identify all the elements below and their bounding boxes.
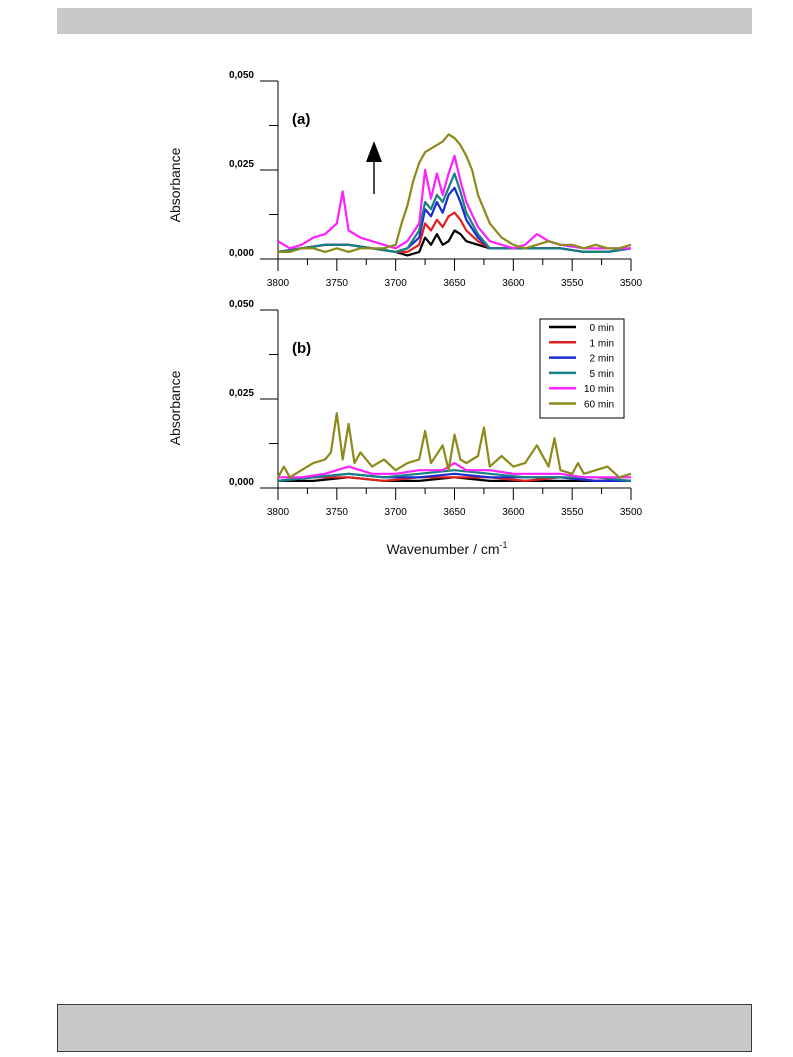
panel-b-series-10-min <box>278 462 631 479</box>
panel-a: Absorbance (a) 0,000 0,025 0,050 3800 3750 37… <box>167 70 643 289</box>
panel-a-x-tick-label: 3500 <box>620 278 643 289</box>
panel-b-y-tick-label: 0,000 <box>229 477 254 488</box>
legend-label: 2 min <box>590 354 614 365</box>
panel-b-x-tick-label: 3650 <box>443 507 466 518</box>
panel-a-x-tick-label: 3550 <box>561 278 584 289</box>
panel-a-x-tick-label: 3750 <box>326 278 349 289</box>
panel-a-x-tick-label: 3700 <box>385 278 408 289</box>
panel-a-series-2-min <box>277 186 632 253</box>
x-axis-title: Wavenumber / cm-1 <box>386 540 507 557</box>
footer-box <box>57 1004 752 1052</box>
legend-label: 0 min <box>590 323 614 334</box>
panel-b-series-60-min <box>277 412 632 479</box>
panel-b: Absorbance (b) 0,000 0,025 0,050 3800 3750 37… <box>167 299 643 557</box>
panel-b-y-tick-label: 0,025 <box>229 388 254 399</box>
panel-a-y-tick-label: 0,000 <box>229 248 254 259</box>
panel-b-x-tick-label: 3700 <box>385 507 408 518</box>
panel-a-y-tick-label: 0,050 <box>229 70 254 81</box>
panel-b-x-tick-label: 3500 <box>620 507 643 518</box>
panel-a-series-10-min <box>277 154 631 250</box>
legend: 0 min 1 min 2 min 5 min 10 min 60 min <box>539 318 625 419</box>
panel-a-x-tick-label: 3600 <box>502 278 525 289</box>
panel-b-x-tick-label: 3550 <box>561 507 584 518</box>
legend-label: 5 min <box>590 369 614 380</box>
panel-a-y-tick-label: 0,025 <box>229 159 254 170</box>
panel-a-ylabel: Absorbance <box>167 147 183 222</box>
panel-a-series-60-min <box>278 133 632 253</box>
panel-b-ylabel: Absorbance <box>167 370 183 445</box>
x-axis-title-sup: -1 <box>500 540 508 550</box>
panel-b-series-5-min <box>277 469 632 482</box>
panel-b-x-tick-label: 3800 <box>267 507 290 518</box>
x-axis-title-text: Wavenumber / cm <box>386 541 499 557</box>
legend-label: 60 min <box>584 400 614 411</box>
panel-a-x-tick-label: 3650 <box>443 278 466 289</box>
panel-a-x-tick-label: 3800 <box>267 278 290 289</box>
panel-a-tag: (a) <box>292 111 310 128</box>
panel-b-x-tick-label: 3750 <box>326 507 349 518</box>
panel-b-tag: (b) <box>292 340 311 357</box>
legend-label: 10 min <box>584 384 614 395</box>
panel-b-y-tick-label: 0,050 <box>229 299 254 310</box>
legend-label: 1 min <box>590 338 614 349</box>
header-bar <box>57 8 752 34</box>
increase-arrow <box>366 141 382 194</box>
panel-b-x-tick-label: 3600 <box>502 507 525 518</box>
